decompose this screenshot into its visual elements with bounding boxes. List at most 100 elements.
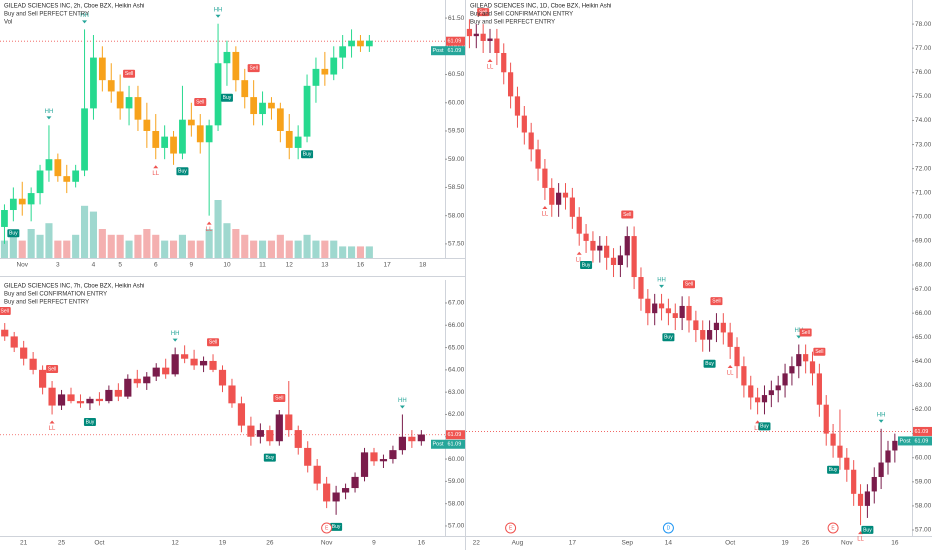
candle-body: [48, 387, 56, 406]
chart-title: GILEAD SCIENCES INC, 1D, Cboe BZX, Heiki…: [470, 4, 611, 10]
y-tick-label: 67.00: [915, 286, 932, 293]
ll-label: LL: [152, 171, 159, 177]
y-tick-label: 66.00: [448, 322, 465, 329]
y-tick-label: 64.00: [448, 367, 465, 374]
candle-body: [569, 197, 575, 217]
candle-body: [398, 436, 406, 451]
volume-bar: [27, 229, 35, 258]
y-tick-label: 62.00: [915, 406, 932, 413]
volume-bar: [258, 240, 267, 258]
candle-body: [18, 198, 26, 205]
x-tick-label: 9: [190, 262, 194, 269]
last-price-label: 61.09: [448, 39, 462, 45]
sell-label: Sell: [196, 99, 204, 105]
candle-body: [196, 125, 204, 143]
candle-body: [844, 457, 850, 470]
sell-label: Sell: [48, 366, 56, 372]
candle-body: [679, 305, 685, 318]
sell-box: [273, 394, 286, 403]
x-tick-label: 3: [56, 262, 60, 269]
candle-body: [339, 46, 347, 58]
hh-label: HH: [80, 13, 89, 19]
hh-marker: [172, 338, 178, 342]
y-tick-label: 59.00: [448, 478, 465, 485]
candle-body: [809, 361, 816, 374]
candle-body: [830, 433, 836, 446]
volume-bar: [196, 240, 204, 258]
volume-bar: [365, 246, 373, 258]
candle-body: [624, 236, 630, 256]
candle-body: [199, 360, 208, 366]
hh-marker: [399, 405, 405, 409]
volume-bar: [356, 246, 365, 258]
candle-body: [672, 313, 678, 318]
volume-bar: [232, 229, 240, 258]
event-marker: [827, 522, 839, 534]
volume-bar: [330, 240, 338, 258]
post-label: Post: [900, 438, 911, 444]
volume-bar: [116, 234, 124, 258]
candle-body: [542, 168, 548, 188]
y-tick-label: 77.00: [915, 45, 932, 52]
x-tick-label: 17: [384, 262, 392, 269]
candle-body: [181, 354, 189, 359]
sell-box: [207, 338, 220, 347]
buy-box: [580, 260, 593, 269]
sell-box: [123, 69, 136, 78]
candle-body: [90, 57, 97, 109]
candle-body: [466, 28, 473, 37]
candle-body: [521, 115, 527, 133]
hh-label: HH: [45, 109, 54, 115]
volume-bar: [347, 246, 356, 258]
candle-body: [39, 369, 47, 388]
volume-bar: [36, 234, 44, 258]
candle-body: [379, 459, 388, 462]
candle-body: [63, 176, 71, 182]
candle-body: [332, 492, 340, 502]
candle-body: [223, 51, 231, 64]
candle-body: [247, 425, 255, 437]
candle-body: [514, 96, 521, 116]
volume-bar: [80, 205, 89, 258]
x-tick-label: Aug: [512, 540, 524, 547]
indicator-label: Buy and Sell CONFIRMATION ENTRY: [470, 12, 573, 18]
x-tick-label: 16: [891, 540, 899, 547]
y-tick-label: 66.00: [915, 310, 932, 317]
candle-body: [125, 97, 133, 109]
candle-body: [597, 245, 603, 251]
buy-label: Buy: [223, 95, 232, 101]
buy-box: [176, 167, 189, 176]
volume-bar: [223, 223, 231, 258]
candle-body: [408, 436, 416, 442]
candle-body: [27, 193, 35, 205]
candle-body: [171, 354, 179, 375]
candle-body: [170, 136, 177, 154]
candle-body: [837, 445, 843, 458]
candle-body: [45, 159, 53, 171]
sell-box: [46, 365, 59, 374]
candle-body: [86, 398, 94, 404]
buy-label: Buy: [303, 152, 312, 158]
y-tick-label: 73.00: [915, 141, 932, 148]
candle-body: [583, 233, 589, 241]
post-price-label: 61.09: [448, 48, 462, 54]
candle-body: [341, 488, 350, 493]
buy-label: Buy: [332, 524, 341, 530]
candle-body: [775, 385, 781, 391]
candle-body: [81, 108, 88, 171]
buy-box: [220, 93, 233, 102]
sell-label: Sell: [209, 340, 217, 346]
sell-box: [0, 307, 11, 316]
x-tick-label: 10: [223, 262, 231, 269]
volume-bar: [152, 234, 160, 258]
x-tick-label: 21: [20, 540, 28, 547]
candle-body: [590, 240, 596, 251]
volume-bar: [54, 240, 62, 258]
candle-body: [693, 320, 699, 331]
candle-body: [494, 38, 500, 53]
buy-box: [330, 522, 343, 531]
candle-body: [357, 40, 364, 47]
candle-body: [480, 33, 486, 41]
sell-label: Sell: [815, 349, 823, 355]
candle-body: [256, 430, 264, 437]
